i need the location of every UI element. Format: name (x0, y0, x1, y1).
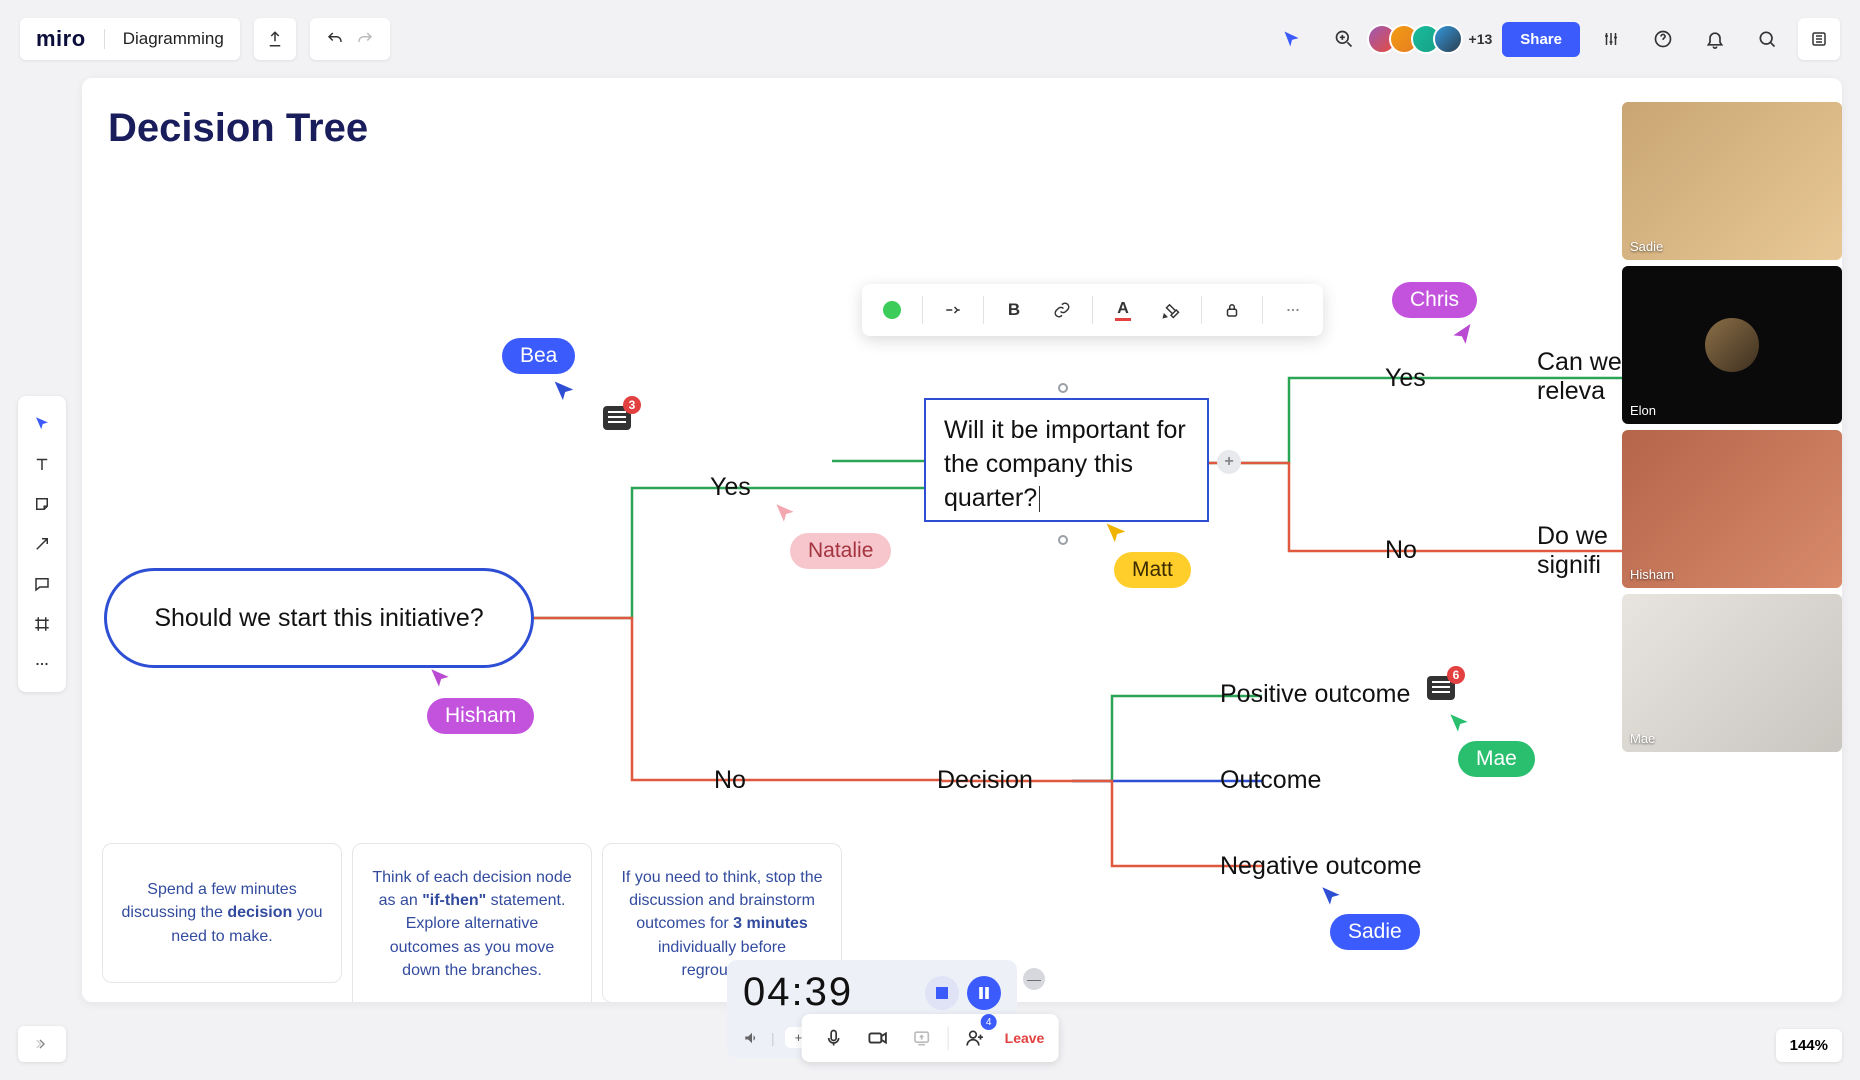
video-strip: Sadie Elon Hisham Mae (1622, 102, 1842, 752)
avatar-stack[interactable]: +13 (1375, 24, 1493, 54)
camera-icon[interactable] (860, 1020, 896, 1056)
sub-branch-no[interactable]: No (1385, 536, 1417, 565)
comment-bubble[interactable]: 6 (1427, 676, 1455, 700)
video-tile[interactable]: Hisham (1622, 430, 1842, 588)
panel-toggle-icon[interactable] (1798, 18, 1840, 60)
bold-icon[interactable]: B (992, 288, 1036, 332)
zoom-level[interactable]: 144% (1776, 1029, 1842, 1062)
undo-redo[interactable] (310, 18, 390, 60)
add-node-handle[interactable]: + (1217, 450, 1241, 474)
tip-card[interactable]: Think of each decision node as an "if-th… (352, 843, 592, 1002)
video-tile[interactable]: Mae (1622, 594, 1842, 752)
undo-icon[interactable] (326, 30, 344, 48)
outcome-neutral[interactable]: Outcome (1220, 766, 1321, 795)
tip-text: Think of each decision node as an "if-th… (372, 869, 571, 979)
lock-icon[interactable] (1210, 288, 1254, 332)
avatar (1433, 24, 1463, 54)
node-floating-toolbar: B A (862, 284, 1323, 336)
outcome-positive[interactable]: Positive outcome (1220, 680, 1410, 709)
user-cursor-chris: Chris (1392, 282, 1477, 350)
board-name[interactable]: Diagramming (104, 29, 224, 49)
timer-stop-button[interactable] (925, 976, 959, 1010)
root-node-text: Should we start this initiative? (154, 604, 483, 633)
editing-node-text: Will it be important for the company thi… (944, 416, 1186, 512)
more-tools-icon[interactable] (18, 644, 66, 684)
share-screen-icon[interactable] (904, 1020, 940, 1056)
comment-count-badge: 6 (1447, 666, 1465, 684)
participants-count: 4 (981, 1014, 997, 1030)
notifications-icon[interactable] (1694, 18, 1736, 60)
video-tile[interactable]: Sadie (1622, 102, 1842, 260)
sticky-note-tool-icon[interactable] (18, 484, 66, 524)
selection-handle[interactable] (1058, 383, 1068, 393)
user-cursor-mae: Mae (1446, 711, 1535, 777)
leave-button[interactable]: Leave (1005, 1030, 1045, 1046)
selection-handle[interactable] (1058, 535, 1068, 545)
board-title-box[interactable]: miro Diagramming (20, 18, 240, 60)
timer-pause-button[interactable] (967, 976, 1001, 1010)
diagram-title: Decision Tree (108, 106, 368, 151)
partial-question-1: Can wereleva (1537, 348, 1622, 406)
more-icon[interactable] (1271, 288, 1315, 332)
text-tool-icon[interactable] (18, 444, 66, 484)
meeting-bar: 4 Leave (802, 1014, 1059, 1062)
user-cursor-sadie: Sadie (1318, 884, 1420, 950)
select-tool-icon[interactable] (18, 404, 66, 444)
topbar-left: miro Diagramming (20, 18, 390, 60)
share-button[interactable]: Share (1502, 22, 1580, 57)
branch-label-yes[interactable]: Yes (710, 473, 751, 502)
tip-card[interactable]: Spend a few minutes discussing the decis… (102, 843, 342, 983)
comment-bubble[interactable]: 3 (603, 406, 631, 430)
topbar-right: +13 Share (1271, 18, 1840, 60)
arrow-tool-icon[interactable] (18, 524, 66, 564)
mic-icon[interactable] (816, 1020, 852, 1056)
root-node[interactable]: Should we start this initiative? (104, 568, 534, 668)
avatar-overflow-count[interactable]: +13 (1469, 31, 1493, 47)
user-cursor-matt: Matt (1102, 520, 1191, 588)
tip-text: Spend a few minutes discussing the decis… (121, 878, 323, 948)
decision-label[interactable]: Decision (937, 766, 1033, 795)
miro-logo: miro (36, 26, 86, 52)
redo-icon[interactable] (356, 30, 374, 48)
settings-icon[interactable] (1590, 18, 1632, 60)
cursor-mode-icon[interactable] (1271, 18, 1313, 60)
user-cursor-natalie: Natalie (772, 501, 891, 569)
highlight-icon[interactable] (1149, 288, 1193, 332)
participants-icon[interactable]: 4 (957, 1020, 993, 1056)
avatar-circle (1705, 318, 1759, 372)
video-tile[interactable]: Elon (1622, 266, 1842, 424)
editing-node[interactable]: Will it be important for the company thi… (924, 398, 1209, 522)
branch-label-no[interactable]: No (714, 766, 746, 795)
topbar: miro Diagramming +13 Share (20, 14, 1840, 64)
text-color-icon[interactable]: A (1101, 288, 1145, 332)
user-cursor-hisham: Hisham (427, 666, 534, 734)
help-icon[interactable] (1642, 18, 1684, 60)
export-icon[interactable] (254, 18, 296, 60)
tool-sidebar (18, 396, 66, 692)
add-collaborator-icon[interactable] (1323, 18, 1365, 60)
frame-tool-icon[interactable] (18, 604, 66, 644)
timer-value: 04:39 (743, 970, 853, 1015)
search-icon[interactable] (1746, 18, 1788, 60)
fill-color-icon[interactable] (870, 288, 914, 332)
canvas[interactable]: Decision Tree Should we start this initi… (82, 78, 1842, 1002)
timer-close-icon[interactable]: — (1023, 968, 1045, 990)
comment-count-badge: 3 (623, 396, 641, 414)
link-icon[interactable] (1040, 288, 1084, 332)
align-icon[interactable] (931, 288, 975, 332)
user-cursor-bea: Bea (502, 338, 578, 406)
sound-icon[interactable] (743, 1029, 761, 1047)
partial-question-2: Do wesignifi (1537, 522, 1608, 580)
outcome-negative[interactable]: Negative outcome (1220, 852, 1422, 881)
expand-sidebar-icon[interactable] (18, 1026, 66, 1062)
sub-branch-yes[interactable]: Yes (1385, 364, 1426, 393)
comment-tool-icon[interactable] (18, 564, 66, 604)
